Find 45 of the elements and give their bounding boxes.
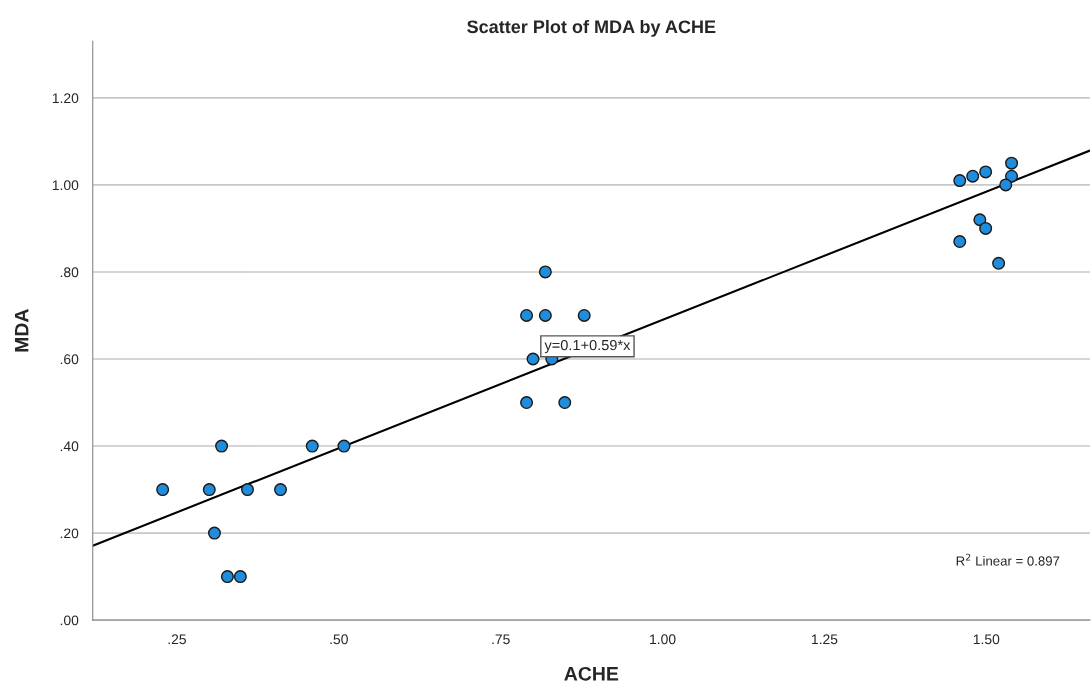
point — [1005, 156, 1019, 170]
point — [520, 396, 534, 410]
point — [202, 483, 216, 497]
point — [979, 221, 993, 235]
point — [538, 308, 552, 322]
x-tick-label: 1.50 — [973, 634, 1000, 645]
point — [240, 483, 254, 497]
point — [992, 256, 1006, 270]
point — [558, 396, 572, 410]
point — [520, 308, 534, 322]
point — [337, 439, 351, 453]
point — [233, 570, 247, 584]
y-tick-label: 1.00 — [52, 180, 79, 191]
point — [274, 483, 288, 497]
point — [973, 213, 987, 227]
point — [953, 235, 967, 249]
y-tick-label: .20 — [60, 528, 79, 539]
x-tick-label: .25 — [168, 634, 186, 645]
x-tick-label: .75 — [492, 634, 510, 645]
y-tick-label: .40 — [60, 441, 79, 452]
point — [953, 174, 967, 188]
x-tick-label: .50 — [330, 634, 348, 645]
point — [966, 169, 980, 183]
x-tick-label: 1.25 — [811, 634, 838, 645]
annotation: y=0.1+0.59*x — [544, 339, 631, 354]
point — [207, 526, 221, 540]
point — [526, 352, 540, 366]
y-tick-label: .60 — [60, 354, 79, 365]
point — [220, 570, 234, 584]
y-tick-label: .80 — [60, 267, 79, 278]
point — [156, 483, 170, 497]
y-axis-title: MDA — [14, 309, 29, 352]
annotation: R$^{2}$ Linear = 0.897 — [956, 553, 1060, 566]
y-tick-label: 1.20 — [52, 93, 79, 104]
x-axis-title: ACHE — [564, 666, 619, 681]
point — [305, 439, 319, 453]
chart-title: Scatter Plot of MDA by ACHE — [467, 19, 716, 37]
point — [999, 178, 1013, 192]
point — [215, 439, 229, 453]
y-tick-label: .00 — [60, 615, 79, 626]
point — [577, 308, 591, 322]
x-tick-label: 1.00 — [650, 634, 676, 645]
point — [1005, 169, 1019, 183]
point — [538, 265, 552, 279]
point — [979, 165, 993, 179]
